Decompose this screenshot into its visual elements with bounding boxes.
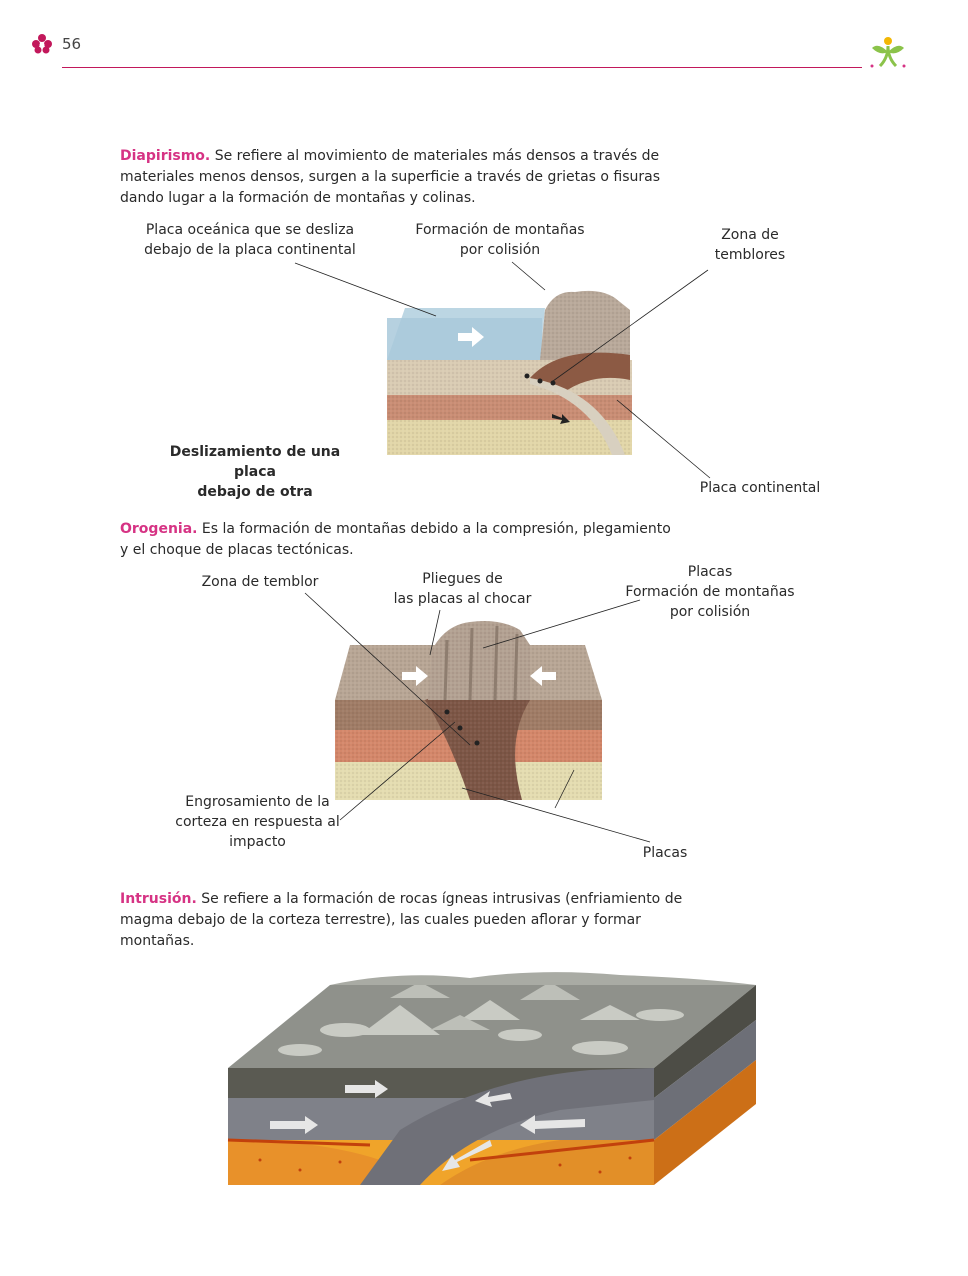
text-orogenia: Es la formación de montañas debido a la …	[120, 521, 671, 558]
term-diapirismo: Diapirismo.	[120, 148, 211, 164]
paragraph-diapirismo: Diapirismo. Se refiere al movimiento de …	[120, 146, 680, 209]
label-quake-zone: Zona de temblores	[714, 227, 786, 263]
text-intrusion: Se refiere a la formación de rocas ígnea…	[120, 891, 683, 949]
header-rule	[62, 67, 862, 68]
label-mountain-formation: Formación de montañas por colisión	[415, 222, 585, 258]
header-logo	[30, 32, 54, 54]
sprout-logo-icon	[870, 37, 906, 68]
label-plates-top: Placas Formación de montañas por colisión	[625, 564, 795, 620]
label-continental-plate: Placa continental	[699, 480, 821, 496]
term-intrusion: Intrusión.	[120, 891, 197, 907]
page-number: 56	[62, 35, 82, 53]
label-folds: Pliegues de las placas al chocar	[393, 571, 532, 607]
label-oceanic-plate: Placa oceánica que se desliza debajo de l…	[144, 222, 356, 258]
term-orogenia: Orogenia.	[120, 521, 198, 537]
label-plates-bottom: Placas	[642, 845, 688, 861]
label-sliding: Deslizamiento de una placa debajo de otra	[169, 444, 341, 500]
brand-logo	[868, 34, 908, 70]
text-diapirismo: Se refiere al movimiento de materiales m…	[120, 148, 661, 206]
flower-logo-icon	[32, 34, 52, 54]
label-thickening: Engrosamiento de la corteza en respuesta …	[175, 794, 340, 850]
label-quake-zone-2: Zona de temblor	[201, 574, 319, 590]
paragraph-intrusion: Intrusión. Se refiere a la formación de …	[120, 889, 710, 952]
paragraph-orogenia: Orogenia. Es la formación de montañas de…	[120, 519, 680, 561]
